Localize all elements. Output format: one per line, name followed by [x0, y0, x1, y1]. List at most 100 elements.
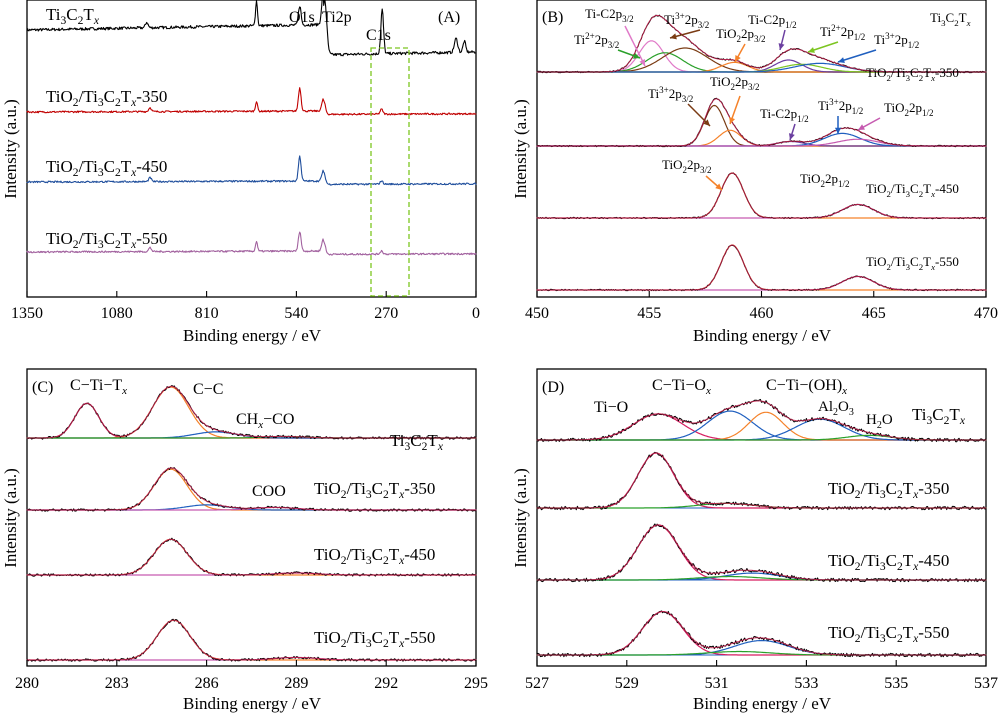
peak-label: Ti3+2p3/2: [648, 85, 693, 104]
panel-d-peak-labels: Ti−O C−Ti−Ox C−Ti−(OH)x Al2O3 H2O: [594, 377, 893, 431]
series-label: Ti3C2Tx: [912, 405, 966, 427]
peak-label: TiO22p3/2: [662, 157, 712, 175]
panel-b-series-labels: Ti3C2Tx TiO2/Ti3C2Tx-350 TiO2/Ti3C2Tx-450 T…: [866, 10, 971, 272]
x-tick-label: 527: [525, 675, 549, 692]
fit-envelope: [536, 14, 987, 73]
panel-b-letter: (B): [542, 9, 563, 26]
peak-label-ti-o: Ti−O: [594, 399, 628, 416]
pointer-arrowhead: [639, 59, 645, 66]
peak-label-c-c: C−C: [193, 381, 223, 398]
survey-spectrum: [26, 87, 477, 116]
x-tick-label: 529: [615, 675, 639, 692]
panel-c-xlabel: Binding energy / eV: [183, 694, 322, 713]
panel-c: (C) C−Ti−Tx C−C CHx−CO COO Ti3C2Tx TiO2/Ti3C…: [1, 368, 488, 713]
x-tick-label: 810: [195, 305, 219, 322]
panel-a-x-ticks: 1350 1080 810 540 270 0: [11, 291, 480, 322]
pointer-arrowhead: [715, 183, 722, 190]
survey-spectrum: [26, 155, 477, 186]
ti2p-annotation: Ti2p: [322, 9, 352, 26]
panel-b-curves: [536, 14, 987, 292]
panel-b-arrows: [617, 25, 881, 191]
x-tick-label: 535: [884, 675, 908, 692]
pointer-arrow: [837, 49, 877, 63]
raw-spectrum: [536, 398, 987, 443]
pointer-arrowhead: [729, 117, 735, 124]
series-label: TiO2/Ti3C2Tx-550: [866, 254, 959, 272]
pointer-arrowhead: [735, 55, 741, 62]
c1s-highlight-box: [370, 47, 410, 297]
pointer-arrowhead: [858, 124, 865, 130]
x-tick-label: 450: [525, 305, 549, 322]
peak-label: Ti3+2p1/2: [818, 97, 863, 116]
peak-label: Ti3+2p1/2: [874, 31, 919, 50]
x-tick-label: 1350: [11, 305, 43, 322]
series-label: TiO2/Ti3C2Tx-450: [828, 551, 949, 573]
series-label: TiO2/Ti3C2Tx-550: [828, 623, 949, 645]
panel-a-ylabel: Intensity (a.u.): [1, 99, 20, 199]
panel-d-letter: (D): [542, 379, 564, 396]
panel-d-x-ticks: 527 529 531 533 535 537: [525, 660, 998, 692]
series-label: TiO2/Ti3C2Tx-450: [314, 545, 435, 567]
panel-d: (D) Ti−O C−Ti−Ox C−Ti−(OH)x Al2O3 H2O Ti3C2T…: [511, 368, 998, 713]
x-tick-label: 270: [374, 305, 398, 322]
series-label: TiO2/Ti3C2Tx-350: [314, 479, 435, 501]
panel-d-xlabel: Binding energy / eV: [693, 694, 832, 713]
panel-a-letter: (A): [438, 9, 460, 26]
peak-label: TiO22p3/2: [716, 26, 766, 44]
peak-label-c-ti-tx: C−Ti−Tx: [70, 377, 127, 397]
x-tick-label: 455: [637, 305, 661, 322]
x-tick-label: 537: [974, 675, 998, 692]
panel-b-xlabel: Binding energy / eV: [693, 326, 832, 345]
o1s-annotation: O1s: [289, 9, 315, 26]
peak-label: Ti-C2p1/2: [760, 106, 809, 124]
x-tick-label: 289: [284, 675, 308, 692]
peak-label-chx-co: CHx−CO: [236, 411, 294, 431]
series-label: Ti3C2Tx: [46, 5, 100, 27]
panel-a-series-labels: Ti3C2Tx TiO2/Ti3C2Tx-350 TiO2/Ti3C2Tx-450 T…: [46, 5, 167, 251]
series-label: TiO2/Ti3C2Tx-450: [866, 181, 959, 199]
survey-spectrum: [26, 0, 477, 57]
x-tick-label: 470: [974, 305, 998, 322]
x-tick-label: 1080: [101, 305, 133, 322]
peak-label: Ti-C2p3/2: [585, 6, 634, 24]
peak-label: Ti-C2p1/2: [748, 12, 797, 30]
fit-envelope: [536, 400, 987, 441]
series-label: TiO2/Ti3C2Tx-350: [46, 87, 167, 109]
x-tick-label: 460: [750, 305, 774, 322]
series-label: Ti3C2Tx: [930, 10, 971, 28]
c1s-annotation: C1s: [366, 27, 391, 44]
panel-b: (B) Ti-C2p3/2 Ti2+2p3/2 Ti3+2p3/2 TiO22p3/2…: [511, 0, 998, 345]
pointer-arrowhead: [788, 133, 795, 140]
x-tick-label: 292: [374, 675, 398, 692]
x-tick-label: 531: [705, 675, 729, 692]
survey-spectrum: [26, 231, 477, 256]
panel-c-curves: [26, 385, 477, 662]
series-label: TiO2/Ti3C2Tx-350: [866, 65, 959, 83]
x-tick-label: 283: [105, 675, 129, 692]
fit-envelope: [536, 611, 987, 656]
fit-envelope: [536, 244, 987, 291]
fit-envelope: [26, 385, 477, 439]
panel-c-ylabel: Intensity (a.u.): [1, 468, 20, 568]
component-peak: [536, 129, 987, 147]
x-tick-label: 295: [464, 675, 488, 692]
pointer-arrowhead: [808, 47, 815, 53]
series-label: TiO2/Ti3C2Tx-550: [314, 628, 435, 650]
fit-envelope: [536, 172, 987, 219]
peak-label: Ti2+2p1/2: [820, 23, 865, 42]
peak-label: Ti3+2p3/2: [664, 11, 709, 30]
peak-label-c-ti-ox: C−Ti−Ox: [652, 377, 711, 397]
fit-envelope: [26, 538, 477, 576]
pointer-arrowhead: [778, 43, 785, 50]
panel-c-peak-labels: C−Ti−Tx C−C CHx−CO COO: [70, 377, 294, 500]
pointer-arrowhead: [703, 119, 710, 126]
pointer-arrow: [624, 25, 646, 67]
pointer-arrowhead: [838, 57, 845, 64]
panel-b-peak-labels: Ti-C2p3/2Ti2+2p3/2Ti3+2p3/2TiO22p3/2Ti-C…: [574, 6, 934, 189]
x-tick-label: 280: [15, 675, 39, 692]
peak-label: TiO22p1/2: [884, 100, 934, 118]
fit-envelope: [26, 467, 477, 511]
series-label: Ti3C2Tx: [390, 431, 444, 453]
peak-label: TiO22p1/2: [800, 171, 850, 189]
